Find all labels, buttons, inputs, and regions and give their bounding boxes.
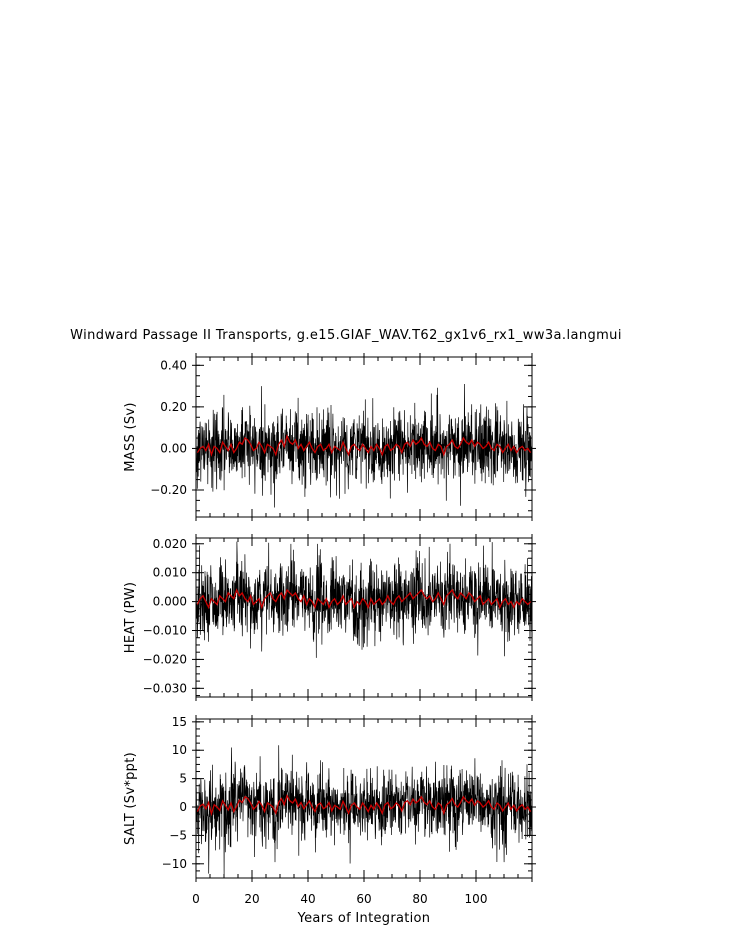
series-annual-mean-line <box>196 588 532 610</box>
y-tick-label: 0.40 <box>160 358 187 372</box>
series-monthly-line <box>195 745 533 876</box>
y-tick-label: −0.030 <box>143 681 187 695</box>
x-tick-label: 80 <box>412 892 427 906</box>
x-tick-label: 100 <box>465 892 488 906</box>
y-tick-label: 0.020 <box>153 537 187 551</box>
panels-container: 0.40 0.20 0.00 −0.20 MASS (Sv) 0.020 0.010 0.00… <box>123 353 536 882</box>
y-axis-label: SALT (Sv*ppt) <box>123 752 138 845</box>
series-monthly-line <box>195 541 533 658</box>
series-monthly-line <box>195 383 533 508</box>
y-tick-label: 5 <box>179 772 187 786</box>
y-tick-label: 0.010 <box>153 566 187 580</box>
x-tick-label: 40 <box>300 892 315 906</box>
panel-3: 15 10 5 0 −5 −10 SALT (Sv*ppt) <box>123 715 536 882</box>
y-tick-label: 10 <box>172 743 187 757</box>
y-axis-label: HEAT (PW) <box>123 582 138 653</box>
x-axis-label: Years of Integration <box>297 911 431 926</box>
y-tick-label: −0.020 <box>143 652 187 666</box>
panel-1: 0.40 0.20 0.00 −0.20 MASS (Sv) <box>123 353 536 521</box>
y-tick-label: −10 <box>162 857 187 871</box>
y-tick-label: 0.000 <box>153 595 187 609</box>
chart-title: Windward Passage II Transports, g.e15.GI… <box>70 328 622 343</box>
y-tick-label: −0.010 <box>143 624 187 638</box>
series-annual-mean-line <box>196 794 532 817</box>
y-tick-label: −0.20 <box>150 483 187 497</box>
series-annual-mean-line <box>196 434 532 457</box>
panel-2: 0.020 0.010 0.000 −0.010 −0.020 −0.030 HEAT (P… <box>123 534 536 701</box>
y-tick-label: 0.00 <box>160 441 187 455</box>
y-tick-label: 0.20 <box>160 400 187 414</box>
y-tick-label: 0 <box>179 800 187 814</box>
x-tick-label: 0 <box>192 892 200 906</box>
y-tick-label: 15 <box>172 715 187 729</box>
x-tick-label: 60 <box>356 892 371 906</box>
y-axis-label: MASS (Sv) <box>123 402 138 472</box>
x-axis: 0 20 40 60 80 100 <box>192 892 487 906</box>
x-tick-label: 20 <box>244 892 259 906</box>
y-tick-label: −5 <box>169 828 187 842</box>
